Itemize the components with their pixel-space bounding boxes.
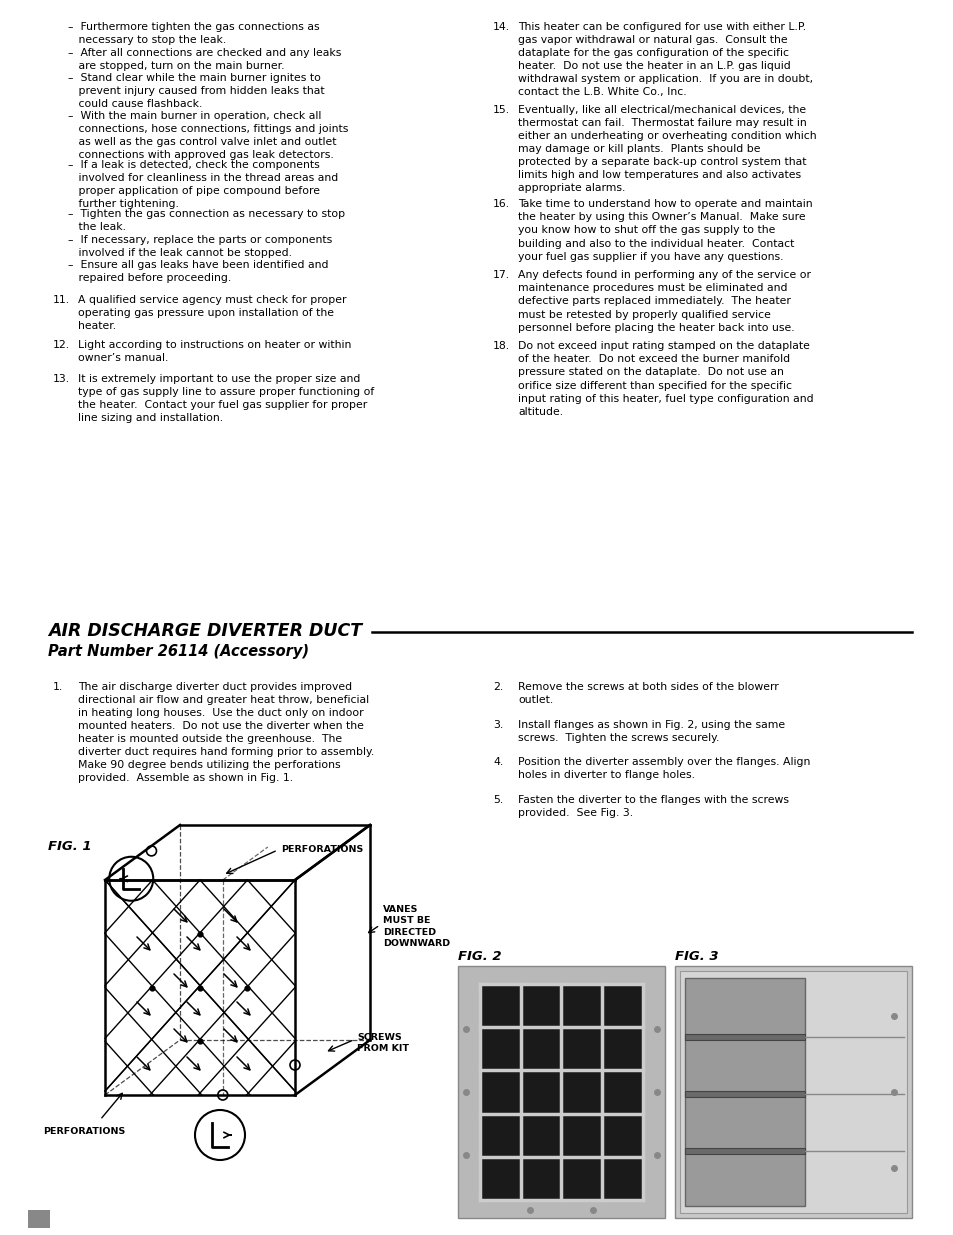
Text: Eventually, like all electrical/mechanical devices, the
thermostat can fail.  Th: Eventually, like all electrical/mechanic… bbox=[517, 105, 816, 193]
Text: AIR DISCHARGE DIVERTER DUCT: AIR DISCHARGE DIVERTER DUCT bbox=[48, 622, 362, 640]
Text: 15.: 15. bbox=[493, 105, 510, 115]
Text: It is extremely important to use the proper size and
type of gas supply line to : It is extremely important to use the pro… bbox=[78, 374, 374, 422]
Text: 11.: 11. bbox=[53, 295, 71, 305]
Text: 3.: 3. bbox=[493, 720, 503, 730]
Text: 17.: 17. bbox=[493, 270, 510, 280]
Text: 13.: 13. bbox=[53, 374, 71, 384]
Text: 5.: 5. bbox=[493, 795, 503, 805]
Text: 2.: 2. bbox=[493, 682, 503, 692]
Bar bbox=[457, 966, 664, 1218]
Text: FIG. 1: FIG. 1 bbox=[48, 840, 91, 853]
Text: –  Ensure all gas leaks have been identified and
   repaired before proceeding.: – Ensure all gas leaks have been identif… bbox=[68, 261, 328, 283]
Text: 1.: 1. bbox=[53, 682, 63, 692]
Text: 18.: 18. bbox=[493, 341, 510, 352]
Bar bbox=[679, 971, 906, 1213]
Text: 16.: 16. bbox=[493, 199, 510, 210]
Text: 4.: 4. bbox=[493, 757, 503, 767]
Text: This heater can be configured for use with either L.P.
gas vapor withdrawal or n: This heater can be configured for use wi… bbox=[517, 22, 812, 98]
Text: 12.: 12. bbox=[53, 340, 71, 351]
Bar bbox=[479, 984, 642, 1200]
Text: Do not exceed input rating stamped on the dataplate
of the heater.  Do not excee: Do not exceed input rating stamped on th… bbox=[517, 341, 813, 416]
Text: –  Stand clear while the main burner ignites to
   prevent injury caused from hi: – Stand clear while the main burner igni… bbox=[68, 73, 324, 109]
Text: –  Tighten the gas connection as necessary to stop
   the leak.: – Tighten the gas connection as necessar… bbox=[68, 209, 345, 232]
Bar bbox=[684, 1091, 804, 1097]
Text: PERFORATIONS: PERFORATIONS bbox=[43, 1128, 125, 1136]
Text: –  After all connections are checked and any leaks
   are stopped, turn on the m: – After all connections are checked and … bbox=[68, 48, 341, 70]
Text: Position the diverter assembly over the flanges. Align
holes in diverter to flan: Position the diverter assembly over the … bbox=[517, 757, 809, 781]
Text: FIG. 2: FIG. 2 bbox=[457, 950, 501, 963]
Text: VANES
MUST BE
DIRECTED
DOWNWARD: VANES MUST BE DIRECTED DOWNWARD bbox=[382, 905, 450, 948]
Text: Part Number 26114 (Accessory): Part Number 26114 (Accessory) bbox=[48, 643, 309, 659]
Text: FIG. 3: FIG. 3 bbox=[675, 950, 718, 963]
Bar bbox=[675, 966, 911, 1218]
Text: –  With the main burner in operation, check all
   connections, hose connections: – With the main burner in operation, che… bbox=[68, 111, 348, 159]
Text: A qualified service agency must check for proper
operating gas pressure upon ins: A qualified service agency must check fo… bbox=[78, 295, 346, 331]
Text: PERFORATIONS: PERFORATIONS bbox=[280, 845, 363, 853]
Text: Install flanges as shown in Fig. 2, using the same
screws.  Tighten the screws s: Install flanges as shown in Fig. 2, usin… bbox=[517, 720, 784, 742]
Text: Fasten the diverter to the flanges with the screws
provided.  See Fig. 3.: Fasten the diverter to the flanges with … bbox=[517, 795, 788, 818]
Text: The air discharge diverter duct provides improved
directional air flow and great: The air discharge diverter duct provides… bbox=[78, 682, 374, 783]
Text: Remove the screws at both sides of the blowerr
outlet.: Remove the screws at both sides of the b… bbox=[517, 682, 778, 705]
Text: Take time to understand how to operate and maintain
the heater by using this Own: Take time to understand how to operate a… bbox=[517, 199, 812, 262]
Bar bbox=[684, 1034, 804, 1040]
Bar bbox=[28, 1210, 50, 1228]
Text: –  If necessary, replace the parts or components
   involved if the leak cannot : – If necessary, replace the parts or com… bbox=[68, 235, 332, 258]
Text: 14.: 14. bbox=[493, 22, 510, 32]
Text: –  If a leak is detected, check the components
   involved for cleanliness in th: – If a leak is detected, check the compo… bbox=[68, 159, 338, 209]
Text: Any defects found in performing any of the service or
maintenance procedures mus: Any defects found in performing any of t… bbox=[517, 270, 810, 332]
Text: SCREWS
FROM KIT: SCREWS FROM KIT bbox=[357, 1032, 409, 1053]
Text: –  Furthermore tighten the gas connections as
   necessary to stop the leak.: – Furthermore tighten the gas connection… bbox=[68, 22, 319, 44]
Bar bbox=[684, 978, 804, 1207]
Text: Light according to instructions on heater or within
owner’s manual.: Light according to instructions on heate… bbox=[78, 340, 351, 363]
Text: 8: 8 bbox=[34, 1220, 43, 1233]
Bar bbox=[684, 1149, 804, 1153]
